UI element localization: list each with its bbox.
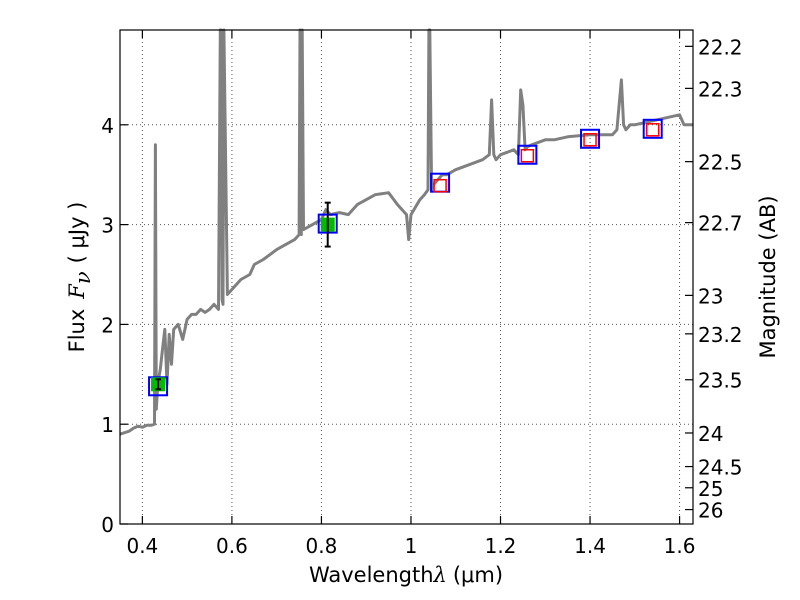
upper-limit-marker: [433, 178, 447, 193]
grid-lines: [120, 30, 693, 525]
upper-limit-marker: [583, 133, 597, 147]
y-tick-label: 3: [101, 214, 114, 238]
y2-tick-label: 22.5: [698, 151, 743, 175]
y-tick-label: 4: [101, 114, 114, 138]
x-tick-label: 1.4: [574, 534, 606, 558]
axis-ticks: 0.4 0.6 0.8 1 1.2 1.4 1.60123422.222.322.522.7…: [101, 30, 743, 558]
y2-tick-label: 22.3: [698, 77, 743, 101]
model-photometry-marker: [642, 118, 663, 139]
x-tick-label: 1: [405, 534, 418, 558]
plot-frame: [119, 29, 694, 525]
y2-tick-label: 24: [698, 422, 723, 446]
x-tick-label: 1.2: [485, 534, 517, 558]
y2-tick-label: 22.2: [698, 35, 743, 59]
model-photometry-marker: [148, 376, 169, 397]
spectrum-line: [119, 28, 693, 436]
y2-tick-label: 24.5: [698, 456, 743, 480]
x-tick-label: 0.4: [126, 534, 158, 558]
y2-tick-label: 23.5: [698, 369, 743, 393]
y2-tick-label: 25: [698, 477, 723, 501]
y-tick-label: 0: [101, 513, 114, 537]
y2-axis-label: Magnitude (AB): [756, 195, 780, 358]
y2-tick-label: 23: [698, 284, 723, 308]
x-tick-label: 0.8: [306, 534, 338, 558]
y-tick-label: 2: [101, 313, 114, 337]
y2-tick-label: 23.2: [698, 323, 743, 347]
y-tick-label: 1: [101, 413, 114, 437]
upper-limit-marker: [645, 123, 660, 137]
y-axis-label: FluxFν( μJy ): [65, 202, 95, 353]
y2-tick-label: 22.7: [698, 212, 743, 236]
x-tick-label: 1.6: [664, 534, 696, 558]
spectrum-series: [119, 28, 693, 436]
upper-limit-marker: [520, 148, 535, 163]
y2-tick-label: 26: [698, 499, 723, 523]
photometry-markers: [148, 118, 663, 397]
model-photometry-marker: [517, 144, 538, 165]
x-axis-label: Wavelengthλ (μm): [309, 563, 503, 587]
x-tick-label: 0.6: [216, 534, 248, 558]
model-photometry-marker: [580, 128, 601, 149]
